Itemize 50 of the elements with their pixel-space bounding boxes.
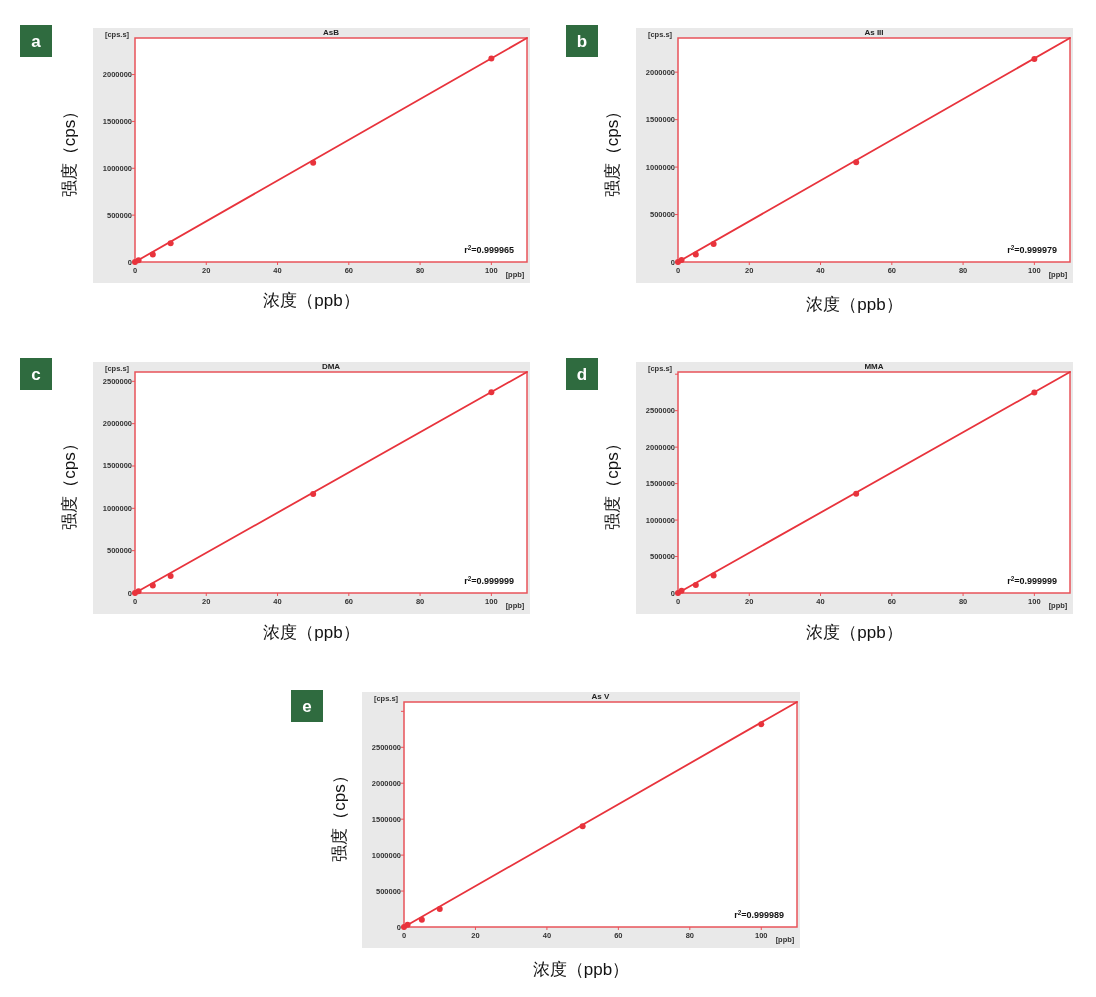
point <box>436 906 443 913</box>
point <box>167 573 174 580</box>
y-axis-title: 强度（cps） <box>60 435 79 530</box>
point <box>710 240 717 247</box>
point <box>488 55 495 62</box>
x-axis-title: 浓度（ppb） <box>263 623 360 642</box>
point <box>310 159 317 166</box>
point <box>692 581 699 588</box>
point <box>135 257 142 264</box>
annotation: r$^{2}$=0.999999 <box>464 574 514 586</box>
x-axis-title: 浓度（ppb） <box>263 291 360 310</box>
point <box>418 916 425 923</box>
point <box>135 588 142 595</box>
annotation: r$^{2}$=0.999979 <box>1007 243 1057 255</box>
point <box>758 721 765 728</box>
text: a <box>31 32 42 51</box>
point <box>692 251 699 258</box>
point <box>167 240 174 247</box>
y-axis-title: 强度（cps） <box>603 435 622 530</box>
point <box>710 572 717 579</box>
point <box>678 587 685 594</box>
chart-title: MMA <box>864 362 884 371</box>
text: c <box>31 365 41 384</box>
point <box>404 921 411 928</box>
y-axis-title: 强度（cps） <box>330 767 349 862</box>
point <box>678 257 685 264</box>
point <box>1031 55 1038 62</box>
point <box>149 251 156 258</box>
x-axis-title: 浓度（ppb） <box>532 960 630 979</box>
point <box>488 389 495 396</box>
y-axis-title: 强度（cps） <box>60 102 79 198</box>
y-axis-title: 强度（cps） <box>603 102 622 198</box>
x-axis-title: 浓度（ppb） <box>806 623 903 642</box>
chart-title: DMA <box>321 362 341 371</box>
text: e <box>302 697 312 716</box>
point <box>1031 389 1038 396</box>
annotation: r$^{2}$=0.999999 <box>1007 574 1057 586</box>
annotation: r$^{2}$=0.999989 <box>734 908 784 920</box>
chart-title: AsB <box>322 28 340 37</box>
point <box>853 490 860 497</box>
x-axis-title: 浓度（ppb） <box>806 295 903 314</box>
point <box>149 582 156 589</box>
text: d <box>576 365 588 384</box>
annotation: r$^{2}$=0.999965 <box>464 243 514 255</box>
chart-title: As V <box>591 692 611 701</box>
text: b <box>576 32 588 51</box>
point <box>579 823 586 830</box>
chart-title: As III <box>864 28 884 37</box>
point <box>853 159 860 166</box>
point <box>310 490 317 497</box>
